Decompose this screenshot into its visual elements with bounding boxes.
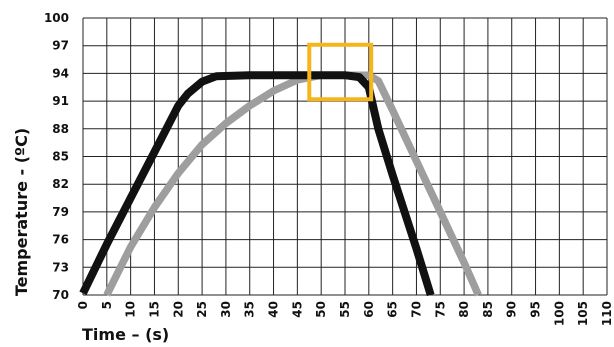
x-tick-label: 65: [386, 301, 400, 318]
x-tick-label: 45: [290, 301, 304, 318]
y-axis-title: Temperature - (ºC): [12, 128, 31, 296]
y-tick-label: 91: [52, 94, 69, 108]
x-tick-label: 105: [576, 301, 590, 326]
x-tick-label: 0: [76, 301, 90, 309]
x-tick-label: 25: [195, 301, 209, 318]
x-tick-labels: 0 5 10 15 20 25 30 35 40 45 50 55 60 65 70 75 80 85 90 95 10…: [76, 301, 614, 326]
x-tick-label: 110: [600, 301, 614, 326]
y-tick-label: 76: [52, 233, 69, 247]
x-tick-label: 50: [314, 301, 328, 318]
y-tick-label: 97: [52, 39, 69, 53]
x-tick-label: 20: [171, 301, 185, 318]
y-tick-label: 100: [44, 11, 69, 25]
highlight-box: [307, 42, 374, 102]
x-tick-label: 100: [552, 301, 566, 326]
y-tick-label: 85: [52, 150, 69, 164]
x-tick-label: 90: [505, 301, 519, 318]
x-tick-label: 70: [409, 301, 423, 318]
x-tick-label: 80: [457, 301, 471, 318]
x-tick-label: 40: [267, 301, 281, 318]
x-tick-label: 5: [100, 301, 114, 309]
x-tick-label: 35: [243, 301, 257, 318]
y-tick-label: 82: [52, 177, 69, 191]
y-tick-label: 88: [52, 122, 69, 136]
annotation-layer: [307, 42, 374, 102]
x-tick-label: 75: [433, 301, 447, 318]
x-tick-label: 10: [124, 301, 138, 318]
grid: [82, 17, 608, 296]
series-layer: [79, 71, 482, 297]
series-line-1: [79, 71, 435, 297]
x-tick-label: 95: [529, 301, 543, 318]
y-tick-label: 94: [52, 66, 69, 80]
x-tick-label: 30: [219, 301, 233, 318]
x-tick-label: 85: [481, 301, 495, 318]
y-tick-label: 73: [52, 260, 69, 274]
y-tick-labels: 70 73 76 79 82 85 88 91 94 97 100: [44, 11, 69, 302]
y-tick-label: 70: [52, 288, 69, 302]
y-tick-label: 79: [52, 205, 69, 219]
x-axis-title: Time – (s): [82, 325, 169, 344]
x-tick-label: 55: [338, 301, 352, 318]
x-tick-label: 15: [147, 301, 161, 318]
x-tick-label: 60: [362, 301, 376, 318]
